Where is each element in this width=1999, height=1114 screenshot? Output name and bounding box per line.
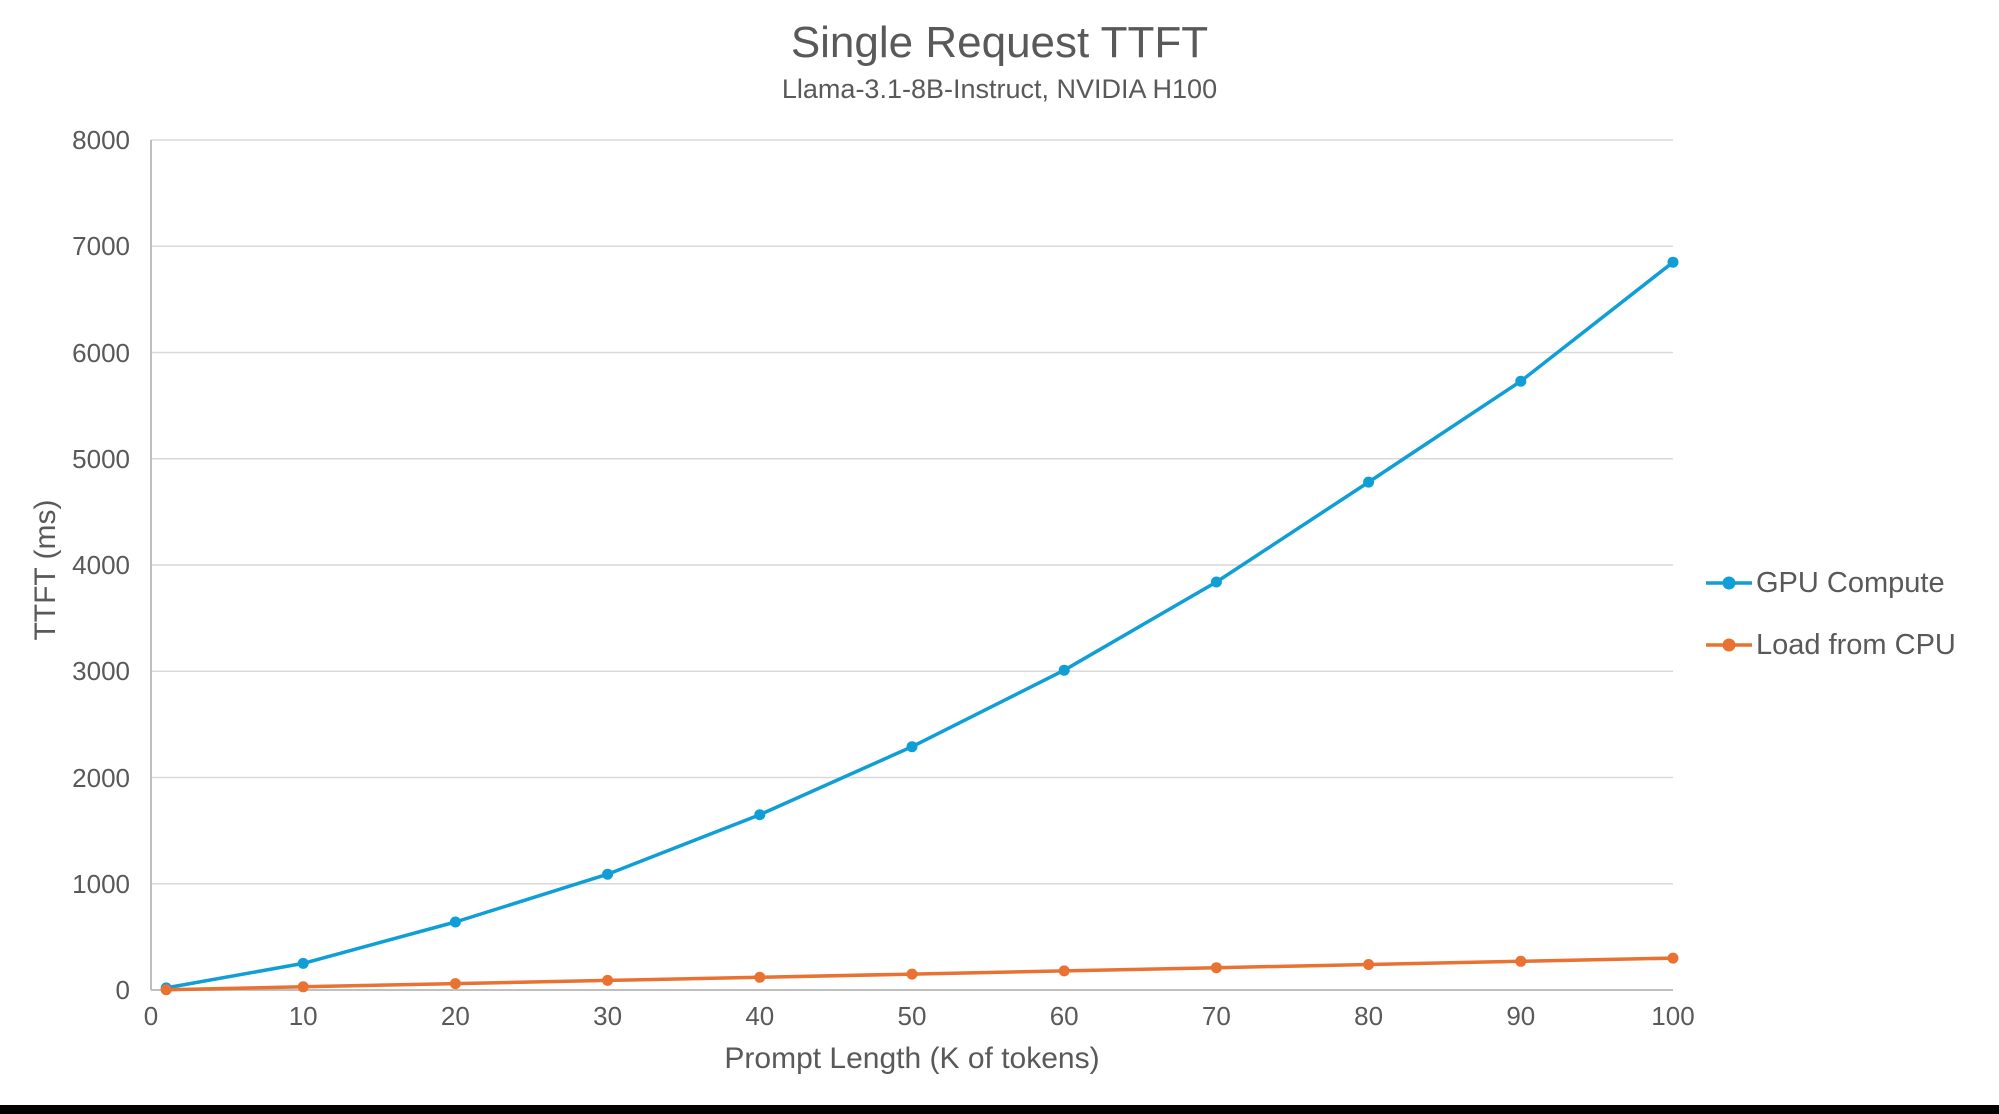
chart-title: Single Request TTFT — [790, 18, 1209, 67]
x-tick-label: 0 — [143, 1001, 159, 1031]
load-from-cpu-point-marker — [1667, 952, 1679, 964]
y-tick-label: 3000 — [72, 656, 130, 687]
y-tick-label: 6000 — [72, 337, 130, 368]
gpu-compute-line — [165, 260, 1675, 990]
x-tick-label: 90 — [1506, 1001, 1536, 1031]
chart-subtitle: Llama-3.1-8B-Instruct, NVIDIA H100 — [781, 74, 1218, 104]
load-from-cpu-point-marker — [906, 968, 918, 980]
load-from-cpu-point-marker — [160, 984, 172, 996]
load-from-cpu-point-marker — [297, 981, 309, 993]
gpu-compute-point-marker — [1667, 256, 1679, 268]
y-tick-label: 2000 — [72, 762, 130, 793]
load-from-cpu-point-marker — [754, 971, 766, 983]
load-from-cpu-point-marker — [449, 978, 461, 990]
x-tick-label: 70 — [1201, 1001, 1231, 1031]
x-axis-title: Prompt Length (K of tokens) — [724, 1042, 1100, 1075]
legend: GPU Compute Load from CPU — [1706, 563, 1956, 687]
x-tick-label: 20 — [440, 1001, 470, 1031]
x-tick-label: 80 — [1354, 1001, 1384, 1031]
load-from-cpu-point-marker — [1363, 959, 1375, 970]
load-from-cpu-point-marker — [1058, 965, 1070, 977]
y-tick-label: 7000 — [72, 231, 130, 262]
gpu-compute-legend-marker-icon — [1706, 576, 1752, 590]
y-axis-title: TTFT (ms) — [29, 499, 62, 641]
load-from-cpu-point-marker — [1210, 962, 1222, 974]
y-tick-label: 4000 — [72, 550, 130, 580]
load-from-cpu-legend-marker-icon — [1706, 638, 1752, 652]
gpu-compute-point-marker — [906, 741, 918, 753]
gpu-compute-point-marker — [1210, 576, 1222, 588]
x-tick-label: 60 — [1049, 1001, 1079, 1031]
legend-item-load-from-cpu: Load from CPU — [1706, 625, 1956, 665]
y-tick-label: 5000 — [72, 443, 130, 474]
legend-item-gpu-compute: GPU Compute — [1706, 563, 1956, 603]
gpu-compute-point-marker — [297, 957, 309, 969]
x-tick-label: 30 — [593, 1001, 623, 1031]
legend-label: GPU Compute — [1756, 566, 1945, 599]
y-tick-label: 8000 — [72, 125, 130, 155]
gpu-compute-point-marker — [1515, 375, 1527, 387]
gpu-compute-point-marker — [1363, 476, 1375, 488]
y-tick-label: 1000 — [72, 868, 130, 899]
legend-label: Load from CPU — [1756, 628, 1956, 661]
x-tick-label: 100 — [1651, 1001, 1695, 1031]
load-from-cpu-line — [166, 956, 1674, 992]
load-from-cpu-point-marker — [602, 974, 614, 986]
bottom-edge-bar — [0, 1105, 1999, 1114]
load-from-cpu-point-marker — [1515, 955, 1527, 967]
x-tick-label: 40 — [745, 1001, 775, 1031]
gpu-compute-point-marker — [754, 809, 766, 821]
gpu-compute-point-marker — [1058, 664, 1070, 676]
y-tick-label: 0 — [115, 975, 130, 1005]
gpu-compute-point-marker — [449, 916, 461, 928]
gpu-compute-point-marker — [602, 868, 614, 880]
x-tick-label: 50 — [897, 1001, 927, 1031]
x-tick-label: 10 — [288, 1001, 318, 1031]
